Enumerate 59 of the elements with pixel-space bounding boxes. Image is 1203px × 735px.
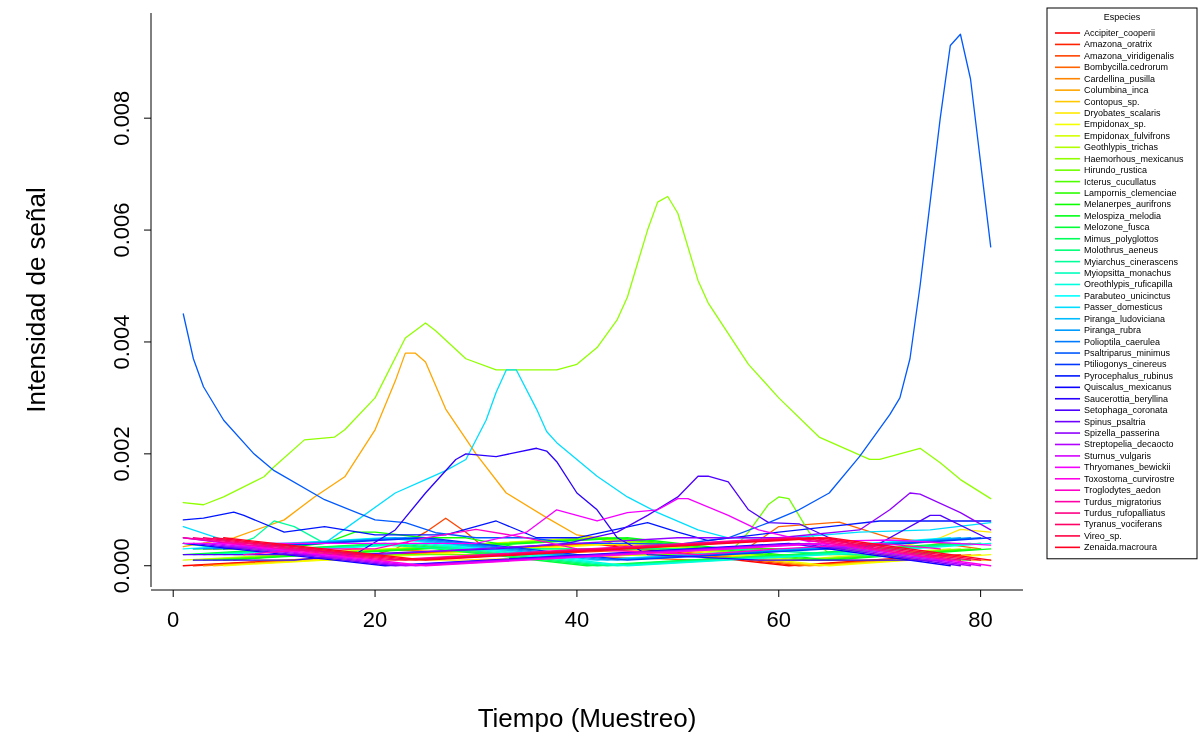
legend-label: Amazona_oratrix — [1084, 39, 1153, 50]
legend-label: Icterus_cucullatus — [1084, 176, 1157, 187]
legend-label: Melanerpes_aurifrons — [1084, 199, 1172, 210]
x-tick-label: 40 — [564, 607, 590, 632]
legend-label: Spinus_psaltria — [1084, 416, 1146, 427]
legend-label: Empidonax_fulvifrons — [1084, 130, 1171, 141]
legend-label: Tyranus_vociferans — [1084, 519, 1163, 530]
legend-label: Vireo_sp. — [1084, 530, 1122, 541]
x-axis-title: Tiempo (Muestreo) — [477, 703, 697, 733]
legend-label: Hirundo_rustica — [1084, 165, 1148, 176]
legend-label: Dryobates_scalaris — [1084, 108, 1162, 119]
legend-label: Thryomanes_bewickii — [1084, 462, 1171, 473]
legend-label: Pyrocephalus_rubinus — [1084, 370, 1174, 381]
legend-label: Zenaida.macroura — [1084, 542, 1158, 553]
legend-label: Sturnus_vulgaris — [1084, 450, 1152, 461]
legend-label: Melospiza_melodia — [1084, 210, 1162, 221]
legend-label: Saucerottia_beryllina — [1084, 393, 1169, 404]
y-tick-label: 0.004 — [109, 314, 134, 370]
legend-label: Polioptila_caerulea — [1084, 336, 1161, 347]
legend-label: Spizella_passerina — [1084, 428, 1160, 439]
legend-label: Amazona_viridigenalis — [1084, 50, 1175, 61]
legend-label: Streptopelia_decaocto — [1084, 439, 1174, 450]
legend-label: Lampornis_clemenciae — [1084, 188, 1177, 199]
legend-label: Turdus_rufopalliatus — [1084, 508, 1166, 519]
legend-label: Bombycilla.cedrorum — [1084, 62, 1169, 73]
x-tick-label: 80 — [968, 607, 993, 632]
legend-label: Oreothlypis_ruficapilla — [1084, 279, 1173, 290]
legend-label: Molothrus_aeneus — [1084, 245, 1159, 256]
legend-label: Geothlypis_trichas — [1084, 142, 1159, 153]
legend-label: Accipiter_cooperii — [1084, 28, 1156, 38]
legend-label: Empidonax_sp. — [1084, 119, 1147, 130]
x-tick-label: 0 — [167, 607, 180, 632]
legend-label: Troglodytes_aedon — [1084, 485, 1161, 496]
legend-label: Toxostoma_curvirostre — [1084, 473, 1175, 484]
legend-label: Contopus_sp. — [1084, 96, 1140, 107]
legend-label: Parabuteo_unicinctus — [1084, 290, 1172, 301]
legend-label: Columbina_inca — [1084, 85, 1149, 96]
legend-label: Ptiliogonys_cinereus — [1084, 359, 1168, 370]
y-tick-label: 0.000 — [109, 538, 134, 594]
legend-label: Myiarchus_cinerascens — [1084, 256, 1179, 267]
legend-label: Piranga_ludoviciana — [1084, 313, 1166, 324]
y-tick-label: 0.008 — [109, 90, 134, 146]
legend-label: Turdus_migratorius — [1084, 496, 1162, 507]
x-tick-label: 60 — [766, 607, 791, 632]
x-tick-label: 20 — [362, 607, 388, 632]
y-tick-label: 0.006 — [109, 202, 134, 258]
legend-label: Setophaga_coronata — [1084, 405, 1168, 416]
legend-label: Cardellina_pusilla — [1084, 73, 1156, 84]
legend-title: Especies — [1103, 12, 1141, 22]
legend-label: Passer_domesticus — [1084, 302, 1164, 313]
legend-label: Piranga_rubra — [1084, 325, 1142, 336]
legend-label: Melozone_fusca — [1084, 222, 1150, 233]
legend-label: Myiopsitta_monachus — [1084, 268, 1172, 279]
y-tick-label: 0.002 — [109, 426, 134, 482]
legend-label: Psaltriparus_minimus — [1084, 348, 1171, 359]
legend-label: Mimus_polyglottos — [1084, 233, 1160, 244]
legend-label: Quiscalus_mexicanus — [1084, 382, 1173, 393]
y-axis-title: Intensidad de señal — [21, 187, 51, 413]
legend-label: Haemorhous_mexicanus — [1084, 153, 1185, 164]
